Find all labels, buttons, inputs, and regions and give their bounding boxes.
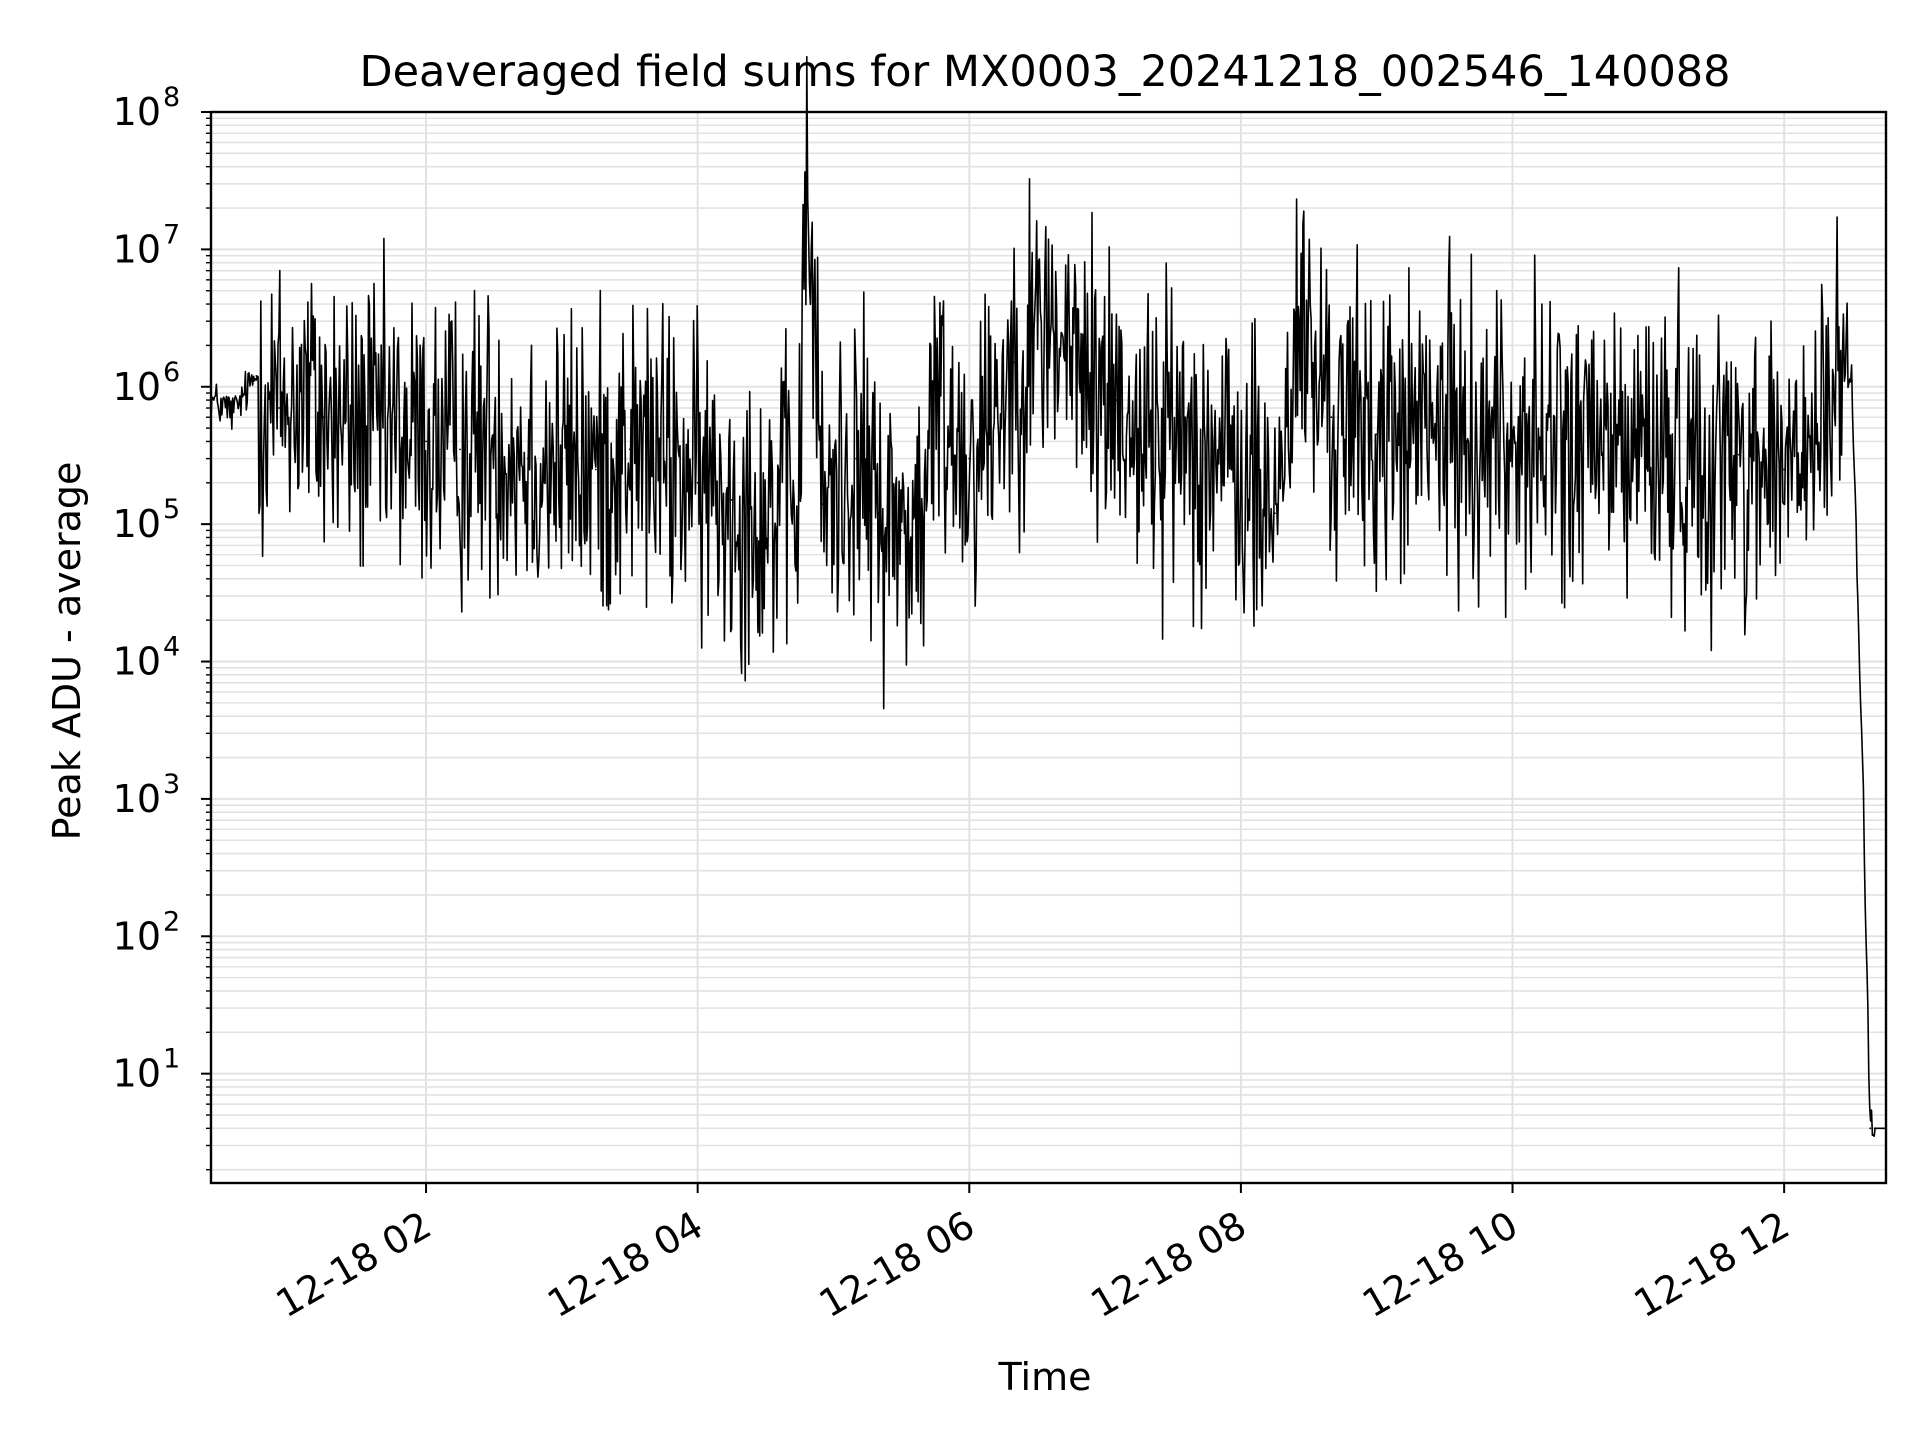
y-tick-base: 10 [113,640,161,684]
y-tick-exponent: 3 [163,769,180,800]
data-point [628,448,631,451]
data-point [1851,380,1853,382]
y-tick-exponent: 5 [163,494,180,525]
data-point [1692,457,1695,460]
y-tick-label: 10 2 [113,906,181,958]
data-point [764,512,767,515]
data-point [357,427,359,429]
data-point [730,499,733,501]
data-point [696,481,699,484]
y-tick-label: 10 5 [113,494,181,546]
data-point [1511,440,1514,443]
data-point [1047,320,1050,323]
data-point [900,529,903,532]
x-axis-label: Time [998,1355,1092,1399]
data-point [1862,798,1865,800]
data-point [1183,427,1186,429]
y-tick-label: 10 6 [113,357,181,409]
data-point [1115,399,1118,401]
data-point [560,461,563,464]
data-point [493,433,495,436]
data-point [1817,448,1819,451]
y-tick-exponent: 4 [163,632,180,663]
y-tick-label: 10 7 [113,219,181,271]
data-point [968,457,971,460]
data-point [934,399,937,401]
y-tick-exponent: 8 [163,82,180,113]
data-point [798,499,801,501]
y-tick-label: 10 3 [113,769,181,821]
data-point [855,457,857,460]
y-tick-base: 10 [113,90,161,134]
data-point [662,457,665,460]
data-point [1149,440,1152,443]
data-point [1443,427,1446,429]
plot-frame [209,110,1888,1185]
data-point [1783,468,1785,471]
data-point [1274,512,1276,515]
data-point [1839,375,1842,377]
data-point [1375,433,1378,436]
data-point [232,411,235,414]
data-point [1240,481,1242,484]
data-point [459,448,461,451]
y-tick-exponent: 2 [163,906,180,937]
data-point [255,375,258,377]
chart-title: Deaveraged field sums for MX0003_2024121… [359,47,1730,97]
data-point [1869,1127,1872,1130]
data-point [923,523,925,525]
data-point [1081,375,1084,377]
y-tick-exponent: 1 [163,1044,180,1075]
data-point [1579,448,1582,451]
y-tick-label: 10 4 [113,632,181,684]
y-tick-label: 10 8 [113,82,181,134]
y-tick-exponent: 6 [163,357,180,388]
y-tick-base: 10 [113,1052,161,1096]
data-point [1330,416,1333,419]
y-tick-base: 10 [113,365,161,409]
data-point [805,156,808,158]
y-tick-base: 10 [113,914,161,958]
data-point [594,468,597,471]
y-axis-label: Peak ADU - average [45,462,89,841]
data-point [323,416,326,419]
data-point [1738,453,1740,456]
data-point [1296,331,1299,333]
y-tick-exponent: 7 [163,219,180,250]
series-line [210,55,1886,1137]
data-point [391,433,393,436]
data-point [821,503,823,505]
y-tick-base: 10 [113,502,161,546]
data-point [425,440,427,443]
data-series [210,55,1887,1137]
y-tick-label: 10 1 [113,1044,181,1096]
data-point [1217,457,1220,460]
y-tick-base: 10 [113,777,161,821]
axes [201,110,1888,1193]
data-point [278,407,280,409]
data-point [1873,1127,1876,1130]
data-point [1647,443,1650,446]
data-point [877,512,880,515]
data-point [527,457,529,460]
data-point [1013,361,1016,364]
data-point [300,392,303,394]
y-tick-base: 10 [113,227,161,271]
